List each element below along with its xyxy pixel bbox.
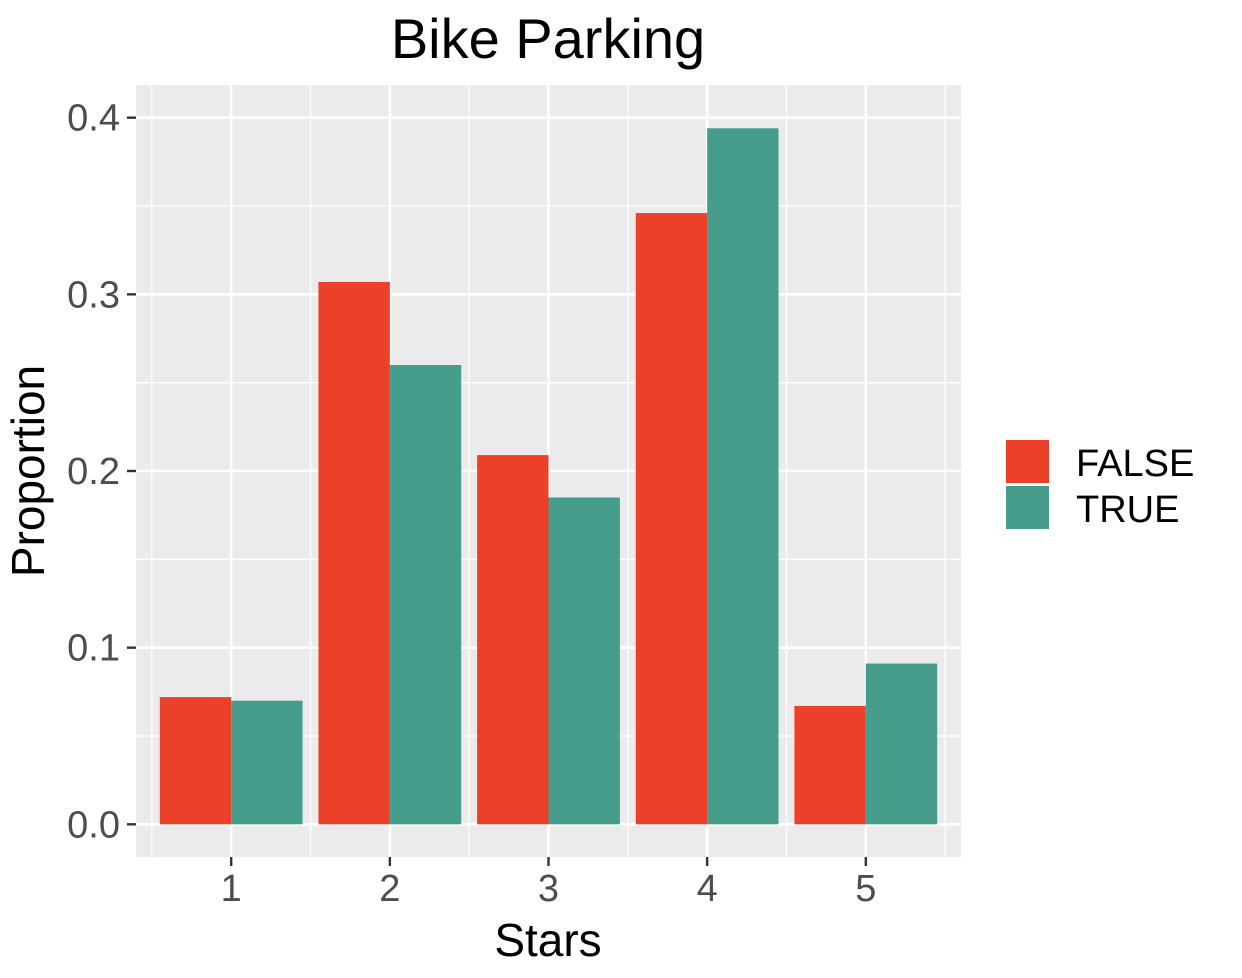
x-tick-label: 2 <box>379 868 400 910</box>
legend-key-false <box>1006 440 1049 483</box>
bar-false-2 <box>318 281 390 825</box>
x-tick-label: 4 <box>697 868 718 910</box>
bar-true-4 <box>707 128 779 825</box>
bar-true-2 <box>389 365 462 825</box>
y-tick-label: 0.4 <box>67 98 120 140</box>
bar-false-3 <box>477 455 549 825</box>
bar-false-1 <box>159 697 232 825</box>
bar-true-5 <box>865 663 938 825</box>
y-tick-label: 0.3 <box>67 274 120 316</box>
legend-label-false: FALSE <box>1076 443 1194 485</box>
y-axis: 0.0 0.1 0.2 0.3 0.4 <box>67 98 136 846</box>
bars <box>159 128 938 825</box>
legend-key-true <box>1006 486 1049 529</box>
x-tick-label: 3 <box>538 868 559 910</box>
y-tick-label: 0.1 <box>67 628 120 670</box>
legend-label-true: TRUE <box>1076 489 1179 531</box>
y-tick-label: 0.2 <box>67 451 120 493</box>
y-tick-label: 0.0 <box>67 804 120 846</box>
y-axis-title: Proportion <box>2 365 54 577</box>
x-tick-label: 5 <box>855 868 876 910</box>
x-axis-title: Stars <box>494 914 601 966</box>
bar-false-5 <box>794 705 866 825</box>
x-tick-label: 1 <box>221 868 242 910</box>
bar-true-3 <box>548 497 620 825</box>
x-axis: 1 2 3 4 5 <box>221 857 876 910</box>
bar-true-1 <box>231 700 303 825</box>
chart-title: Bike Parking <box>391 7 705 70</box>
bar-false-4 <box>635 213 708 825</box>
